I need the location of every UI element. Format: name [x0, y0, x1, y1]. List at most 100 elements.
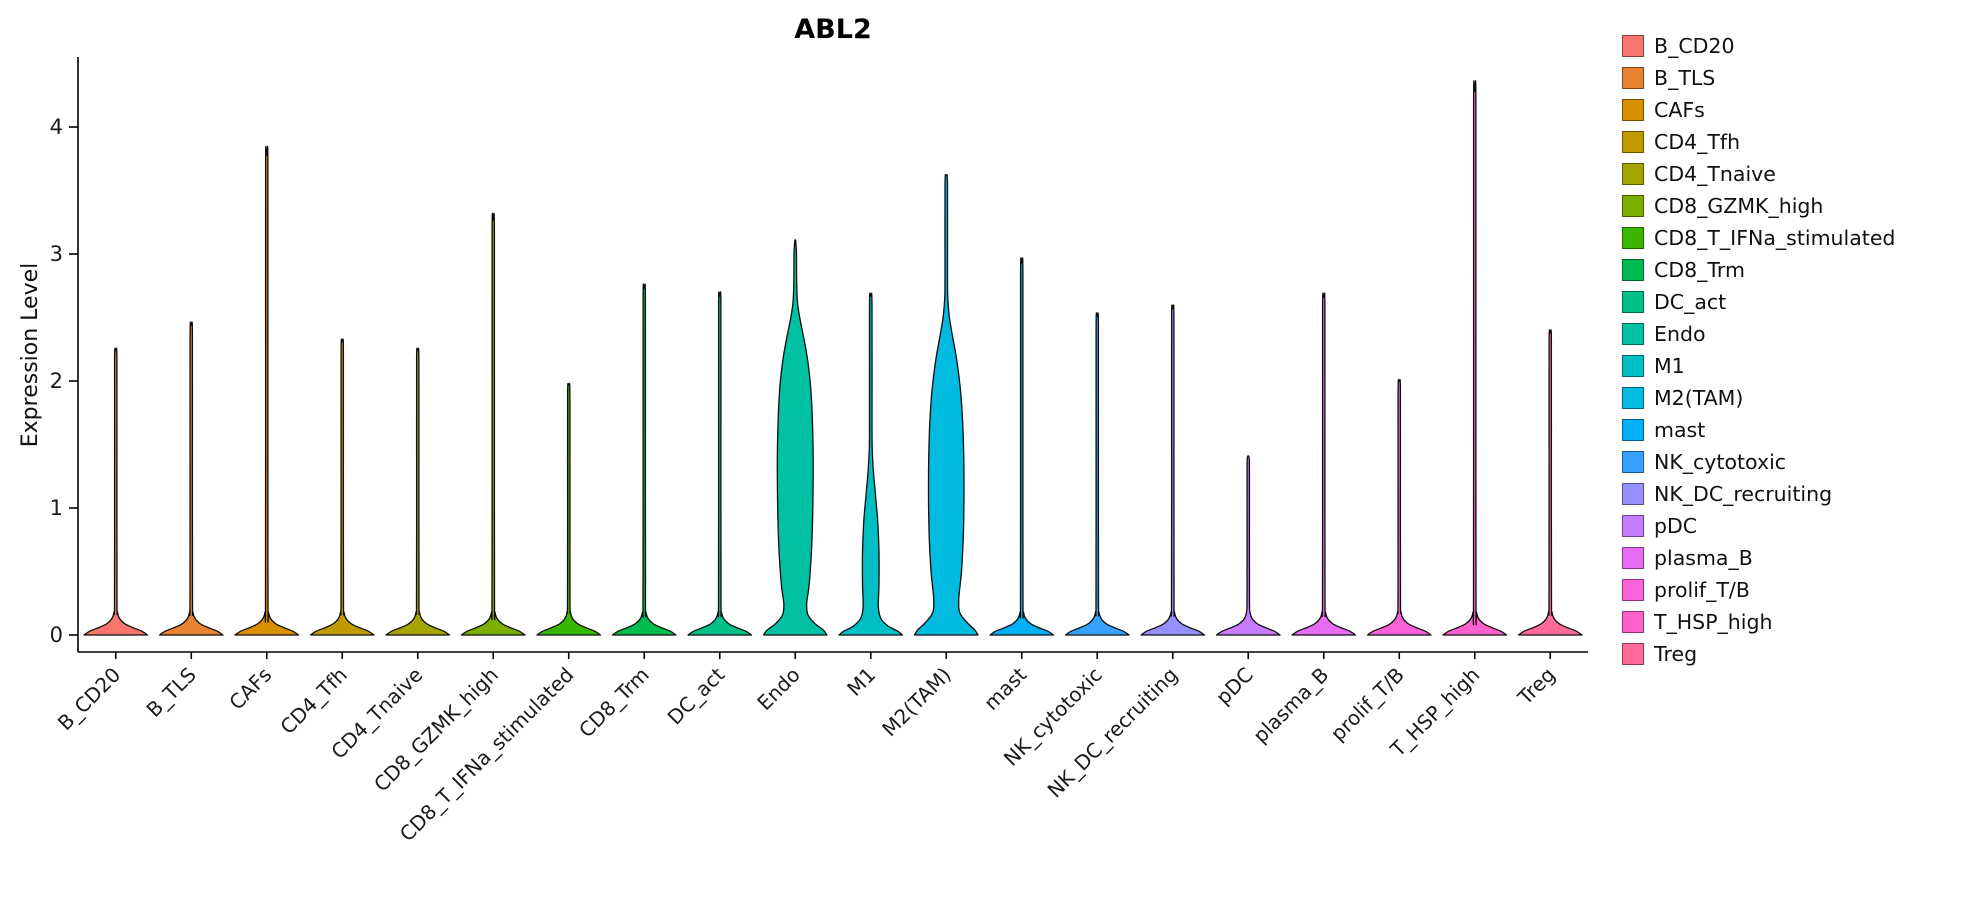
legend-key-swatch — [1622, 451, 1644, 473]
legend-item: Treg — [1622, 638, 1895, 670]
legend-item-label: NK_DC_recruiting — [1654, 481, 1833, 506]
violin-CAFs — [234, 145, 300, 636]
y-tick-label: 3 — [50, 242, 63, 266]
legend-item: NK_DC_recruiting — [1622, 478, 1895, 510]
legend-item: CD8_Trm — [1622, 254, 1895, 286]
legend-item-label: NK_cytotoxic — [1654, 449, 1787, 474]
violin-CD4_Tfh — [309, 338, 375, 636]
violin-T_HSP_high — [1442, 80, 1508, 636]
legend-key-swatch — [1622, 131, 1644, 153]
legend-item: CD4_Tnaive — [1622, 158, 1895, 190]
legend-item: CD8_T_IFNa_stimulated — [1622, 222, 1895, 254]
legend-item: B_TLS — [1622, 62, 1895, 94]
legend-item-label: plasma_B — [1654, 545, 1753, 570]
y-tick-label: 0 — [50, 623, 63, 647]
violin-plasma_B — [1291, 292, 1357, 636]
violin-M1 — [838, 292, 904, 636]
legend-key-swatch — [1622, 515, 1644, 537]
violin-Treg — [1517, 329, 1583, 636]
legend-item-label: M2(TAM) — [1654, 385, 1744, 410]
legend-item-label: CD4_Tfh — [1654, 129, 1741, 154]
legend-item: mast — [1622, 414, 1895, 446]
violin-NK_cytotoxic — [1064, 312, 1130, 636]
violin-NK_DC_recruiting — [1140, 304, 1206, 636]
legend-item-label: B_TLS — [1654, 65, 1716, 90]
x-tick-label: CD4_Tfh — [275, 663, 351, 739]
x-tick-label: M2(TAM) — [877, 663, 956, 742]
legend-item-label: CD4_Tnaive — [1654, 161, 1776, 186]
legend-item: CD8_GZMK_high — [1622, 190, 1895, 222]
violin-CD8_GZMK_high — [460, 212, 526, 636]
legend-key-swatch — [1622, 291, 1644, 313]
legend-key-swatch — [1622, 163, 1644, 185]
legend: B_CD20 B_TLS CAFs CD4_Tfh CD4_Tnaive CD8_GZMK… — [1622, 30, 1895, 670]
legend-item-label: Treg — [1654, 641, 1698, 666]
legend-item: CD4_Tfh — [1622, 126, 1895, 158]
legend-item-label: T_HSP_high — [1654, 609, 1773, 634]
x-tick-label: B_CD20 — [53, 663, 126, 736]
violin-prolif_T/B — [1366, 378, 1432, 636]
x-tick-label: pDC — [1211, 663, 1258, 710]
violin-M2(TAM) — [913, 174, 979, 636]
legend-item: Endo — [1622, 318, 1895, 350]
legend-item: CAFs — [1622, 94, 1895, 126]
violin-B_TLS — [158, 321, 224, 636]
legend-key-swatch — [1622, 419, 1644, 441]
legend-item-label: DC_act — [1654, 289, 1727, 314]
violin-CD8_T_IFNa_stimulated — [536, 382, 602, 636]
legend-item-label: mast — [1654, 417, 1706, 442]
legend-key-swatch — [1622, 35, 1644, 57]
legend-item-label: B_CD20 — [1654, 33, 1735, 58]
legend-item: M2(TAM) — [1622, 382, 1895, 414]
legend-item-label: CAFs — [1654, 97, 1705, 122]
y-tick-label: 1 — [50, 496, 63, 520]
legend-item-label: M1 — [1654, 353, 1685, 378]
legend-key-swatch — [1622, 323, 1644, 345]
violin-Endo — [762, 239, 828, 636]
legend-item-label: prolif_T/B — [1654, 577, 1750, 602]
x-tick-label: Endo — [752, 663, 805, 716]
legend-item: B_CD20 — [1622, 30, 1895, 62]
legend-key-swatch — [1622, 643, 1644, 665]
legend-key-swatch — [1622, 227, 1644, 249]
legend-item: pDC — [1622, 510, 1895, 542]
legend-item: DC_act — [1622, 286, 1895, 318]
violin-CD4_Tnaive — [385, 347, 451, 636]
x-tick-label: plasma_B — [1248, 663, 1333, 748]
x-tick-label: mast — [979, 662, 1031, 714]
legend-key-swatch — [1622, 579, 1644, 601]
violin-CD8_Trm — [611, 283, 677, 636]
violin-DC_act — [687, 291, 753, 636]
violin-pDC — [1215, 455, 1281, 636]
legend-key-swatch — [1622, 387, 1644, 409]
legend-key-swatch — [1622, 611, 1644, 633]
x-tick-label: DC_act — [663, 662, 730, 729]
legend-item-label: CD8_T_IFNa_stimulated — [1654, 225, 1896, 250]
violin-mast — [989, 257, 1055, 636]
legend-key-swatch — [1622, 67, 1644, 89]
legend-item: T_HSP_high — [1622, 606, 1895, 638]
legend-item-label: Endo — [1654, 321, 1706, 346]
legend-item: NK_cytotoxic — [1622, 446, 1895, 478]
legend-item: plasma_B — [1622, 542, 1895, 574]
y-tick-label: 2 — [50, 369, 63, 393]
legend-key-swatch — [1622, 99, 1644, 121]
legend-key-swatch — [1622, 355, 1644, 377]
legend-item: prolif_T/B — [1622, 574, 1895, 606]
legend-item-label: pDC — [1654, 513, 1698, 538]
x-tick-label: B_TLS — [142, 663, 201, 722]
legend-key-swatch — [1622, 259, 1644, 281]
x-tick-label: M1 — [842, 663, 880, 701]
x-tick-label: Treg — [1512, 663, 1559, 710]
y-tick-label: 4 — [50, 115, 63, 139]
legend-key-swatch — [1622, 483, 1644, 505]
chart-title: ABL2 — [794, 14, 872, 45]
legend-key-swatch — [1622, 547, 1644, 569]
x-tick-label: NK_DC_recruiting — [1043, 663, 1183, 803]
legend-item-label: CD8_Trm — [1654, 257, 1745, 282]
x-tick-label: CD8_Trm — [574, 663, 654, 743]
legend-key-swatch — [1622, 195, 1644, 217]
legend-item: M1 — [1622, 350, 1895, 382]
